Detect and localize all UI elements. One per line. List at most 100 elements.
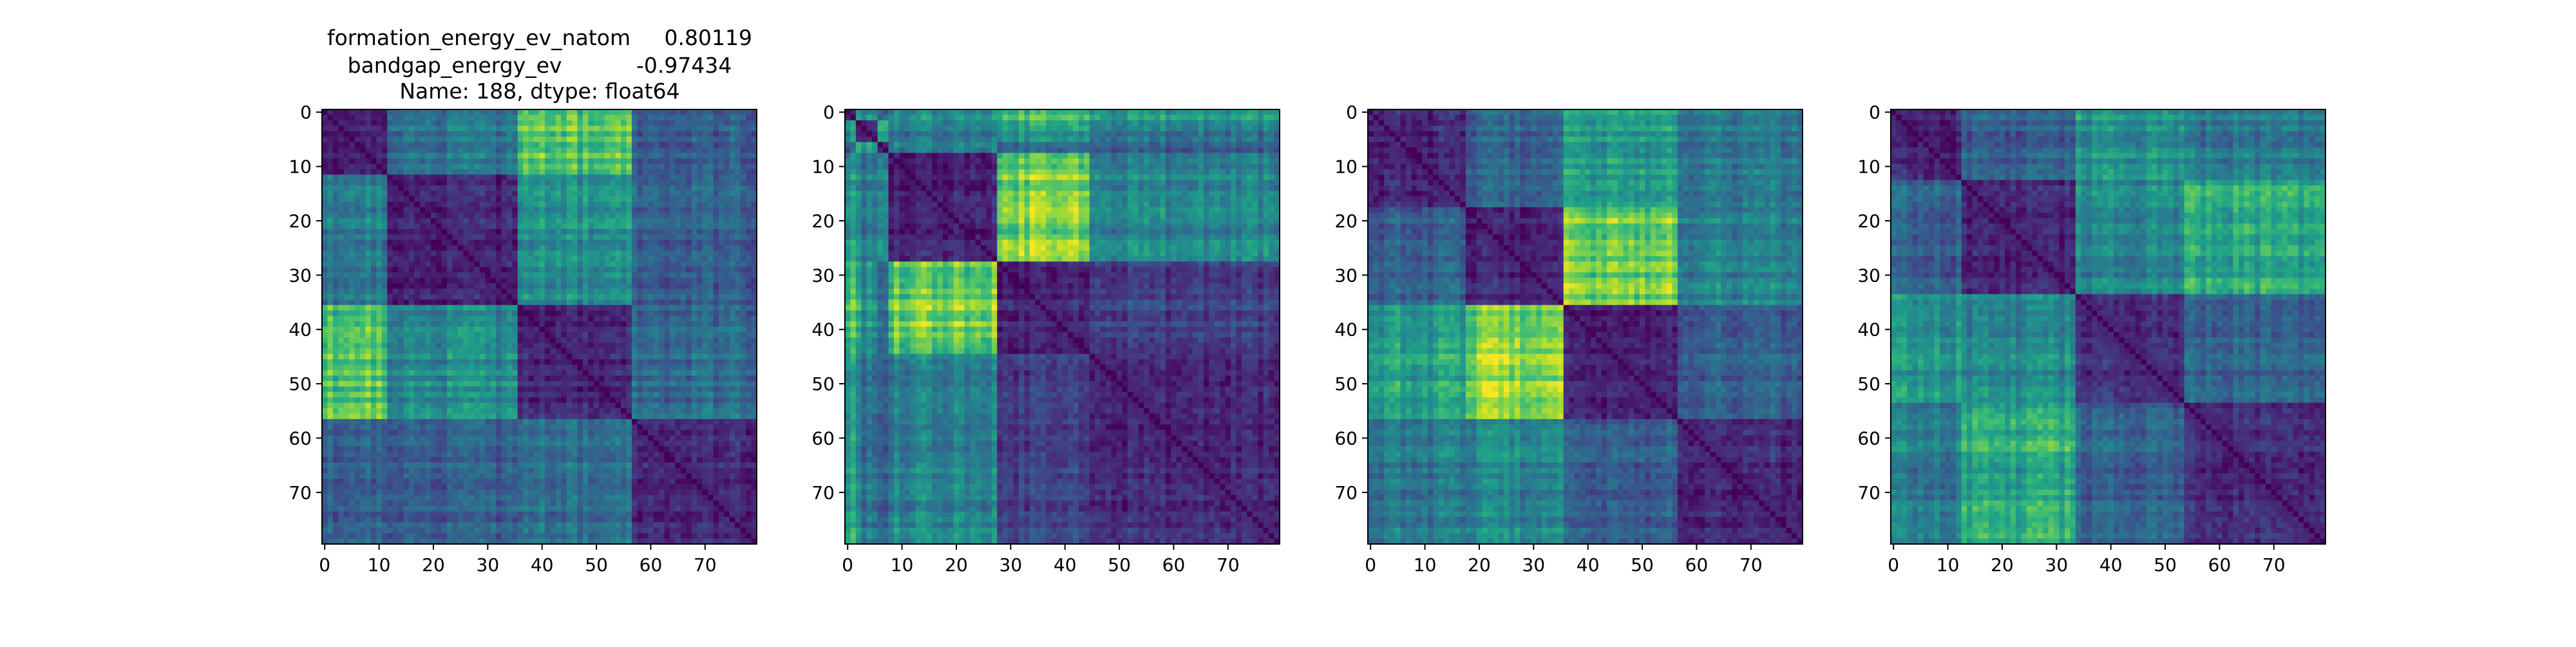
heatmap-cell <box>550 147 556 153</box>
heatmap-cell <box>703 245 708 251</box>
heatmap-cell <box>453 375 459 381</box>
heatmap-cell <box>431 381 437 387</box>
heatmap-cell <box>371 310 377 316</box>
heatmap-cell <box>480 158 486 164</box>
heatmap-cell <box>675 321 681 327</box>
heatmap-cell <box>333 202 339 207</box>
heatmap-cell <box>382 212 388 218</box>
heatmap-cell <box>627 202 632 207</box>
heatmap-cell <box>670 126 676 131</box>
heatmap-cell <box>540 370 545 376</box>
heatmap-cell <box>594 343 600 349</box>
heatmap-cell <box>540 278 545 284</box>
heatmap-cell <box>491 316 497 322</box>
heatmap-cell <box>567 408 573 414</box>
heatmap-cell <box>393 316 399 322</box>
heatmap-cell <box>648 202 654 207</box>
heatmap-cell <box>469 191 475 197</box>
heatmap-cell <box>398 403 404 409</box>
heatmap-cell <box>654 332 659 338</box>
heatmap-cell <box>458 321 464 327</box>
heatmap-cell <box>398 299 404 305</box>
heatmap-cell <box>338 430 344 436</box>
heatmap-cell <box>746 386 752 392</box>
heatmap-cell <box>703 332 708 338</box>
heatmap-cell <box>458 142 464 148</box>
heatmap-cell <box>654 147 659 153</box>
heatmap-cell <box>621 310 627 316</box>
heatmap-cell <box>469 337 475 343</box>
heatmap-cell <box>670 245 676 251</box>
heatmap-cell <box>404 299 410 305</box>
heatmap-cell <box>420 359 426 365</box>
heatmap-cell <box>545 359 551 365</box>
heatmap-cell <box>714 261 719 267</box>
heatmap-cell <box>463 256 469 262</box>
heatmap-cell <box>327 250 333 256</box>
heatmap-cell <box>719 419 724 425</box>
heatmap-cell <box>665 142 670 148</box>
heatmap-cell <box>431 250 437 256</box>
heatmap-cell <box>534 120 540 126</box>
heatmap-cell <box>703 272 708 278</box>
heatmap-cell <box>746 147 752 153</box>
heatmap-cell <box>344 196 350 202</box>
heatmap-cell <box>588 310 594 316</box>
heatmap-cell <box>616 164 621 169</box>
heatmap-cell <box>507 191 513 197</box>
heatmap-cell <box>616 375 621 381</box>
heatmap-cell <box>637 424 643 430</box>
heatmap-cell <box>414 250 420 256</box>
heatmap-cell <box>610 153 616 159</box>
heatmap-cell <box>529 288 535 294</box>
heatmap-cell <box>355 256 361 262</box>
heatmap-cell <box>463 375 469 381</box>
heatmap-cell <box>485 419 491 425</box>
heatmap-cell <box>322 294 328 300</box>
heatmap-cell <box>692 250 697 256</box>
heatmap-cell <box>599 419 605 425</box>
heatmap-cell <box>670 158 676 164</box>
heatmap-cell <box>344 337 350 343</box>
heatmap-cell <box>735 272 741 278</box>
heatmap-cell <box>393 256 399 262</box>
heatmap-cell <box>540 229 545 235</box>
heatmap-cell <box>588 218 594 224</box>
heatmap-cell <box>355 327 361 333</box>
heatmap-cell <box>550 218 556 224</box>
heatmap-cell <box>469 386 475 392</box>
heatmap-cell <box>643 250 649 256</box>
heatmap-cell <box>382 245 388 251</box>
heatmap-cell <box>556 142 562 148</box>
heatmap-cell <box>703 337 708 343</box>
heatmap-cell <box>431 348 437 354</box>
heatmap-cell <box>469 283 475 289</box>
heatmap-cell <box>578 218 583 224</box>
heatmap-cell <box>523 354 529 360</box>
heatmap-cell <box>735 142 741 148</box>
heatmap-cell <box>605 386 611 392</box>
heatmap-cell <box>746 354 752 360</box>
heatmap-cell <box>333 446 339 452</box>
heatmap-cell <box>496 261 502 267</box>
heatmap-cell <box>730 174 735 180</box>
heatmap-cell <box>382 250 388 256</box>
heatmap-cell <box>719 397 724 403</box>
heatmap-cell <box>420 180 426 186</box>
heatmap-cell <box>322 299 328 305</box>
heatmap-cell <box>480 359 486 365</box>
heatmap-cell <box>724 299 730 305</box>
heatmap-cell <box>496 250 502 256</box>
heatmap-cell <box>627 158 632 164</box>
heatmap-cell <box>453 381 459 387</box>
heatmap-cell <box>507 424 513 430</box>
heatmap-cell <box>529 316 535 322</box>
heatmap-cell <box>420 278 426 284</box>
heatmap-cell <box>719 278 724 284</box>
heatmap-cell <box>469 136 475 142</box>
heatmap-cell <box>643 278 649 284</box>
heatmap-cell <box>681 288 687 294</box>
heatmap-cell <box>398 424 404 430</box>
heatmap-cell <box>610 348 616 354</box>
heatmap-cell <box>393 403 399 409</box>
